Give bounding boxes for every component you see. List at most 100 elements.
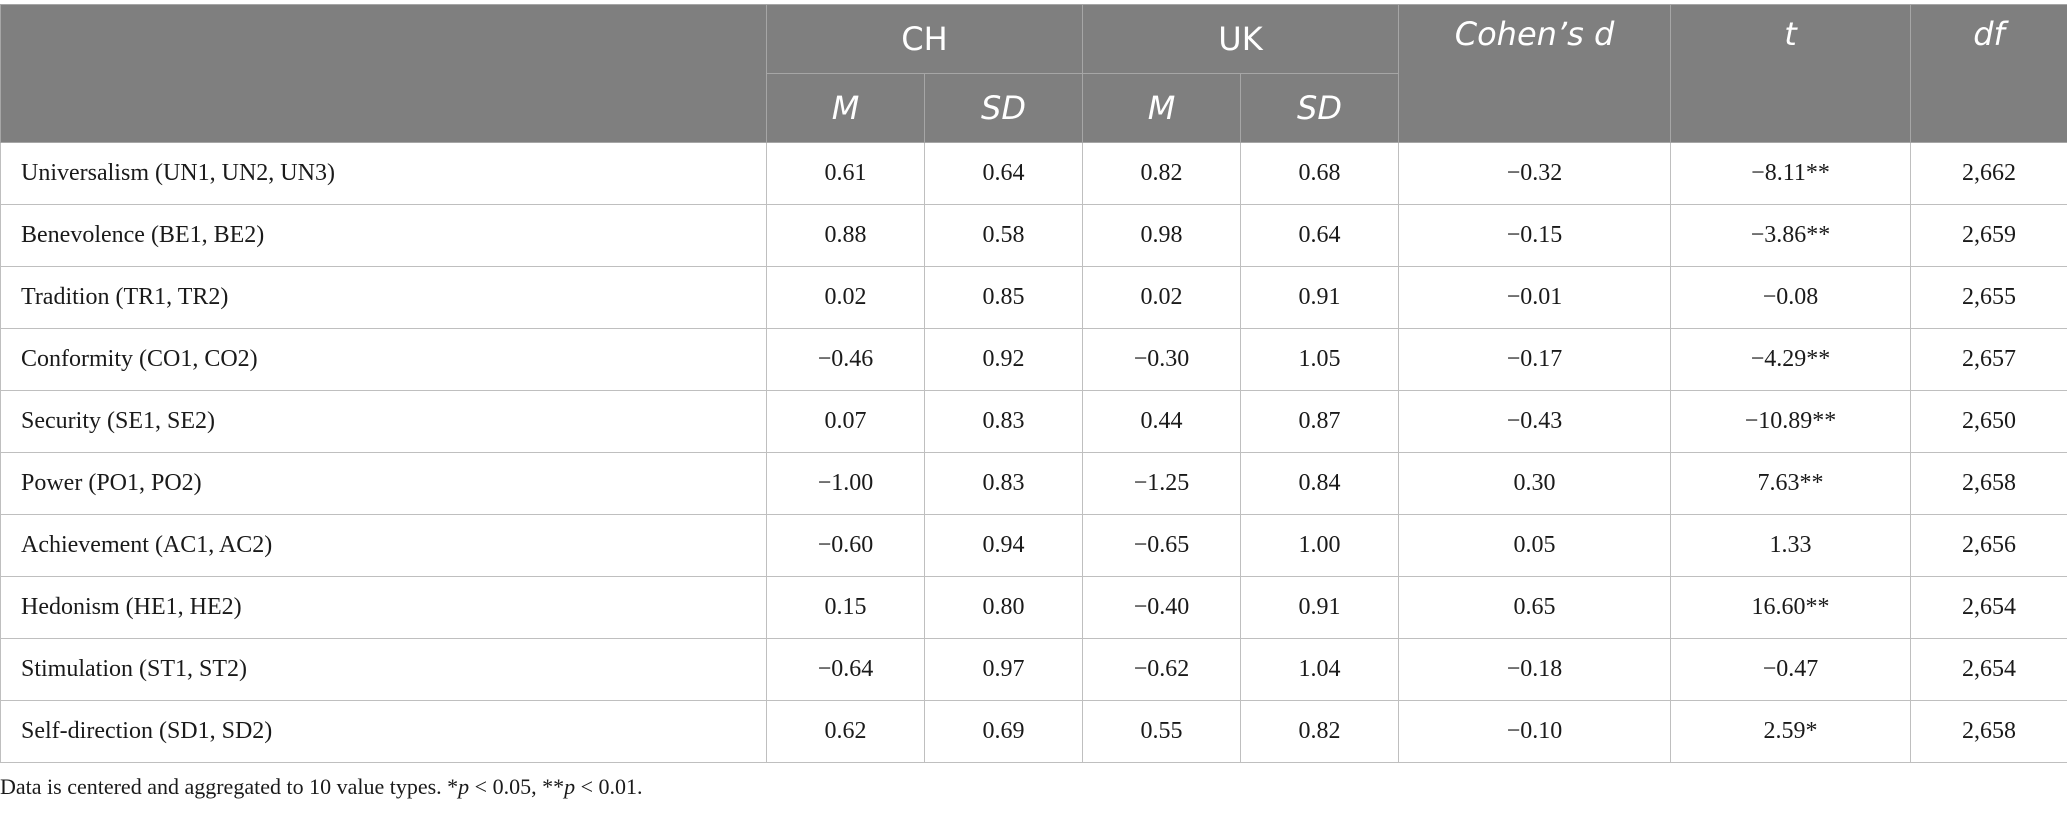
cell-cohens-d: −0.18 <box>1398 638 1671 701</box>
table-row: Universalism (UN1, UN2, UN3) 0.61 0.64 0.82… <box>0 142 2067 205</box>
header-uk-sd: SD <box>1240 73 1399 143</box>
header-ch-m: M <box>766 73 925 143</box>
cell-ch-sd: 0.80 <box>924 576 1083 639</box>
row-label: Hedonism (HE1, HE2) <box>0 576 767 639</box>
cell-ch-sd: 0.92 <box>924 328 1083 391</box>
table-row: Self-direction (SD1, SD2) 0.62 0.69 0.55 0.8… <box>0 700 2067 763</box>
table-row: Benevolence (BE1, BE2) 0.88 0.58 0.98 0.64 −0… <box>0 204 2067 267</box>
cell-ch-sd: 0.69 <box>924 700 1083 763</box>
cell-df: 2,662 <box>1910 142 2067 205</box>
results-table-container: CH UK Cohen’s d t df M SD M SD Universal… <box>0 4 2067 763</box>
table-row: Conformity (CO1, CO2) −0.46 0.92 −0.30 1.05−… <box>0 328 2067 391</box>
cell-cohens-d: 0.30 <box>1398 452 1671 515</box>
cell-t: −10.89** <box>1670 390 1911 453</box>
cell-df: 2,659 <box>1910 204 2067 267</box>
row-label: Stimulation (ST1, ST2) <box>0 638 767 701</box>
cell-df: 2,654 <box>1910 638 2067 701</box>
footnote-text-1: Data is centered and aggregated to 10 va… <box>0 774 459 799</box>
header-uk-m: M <box>1082 73 1241 143</box>
cell-ch-sd: 0.83 <box>924 452 1083 515</box>
cell-cohens-d: −0.15 <box>1398 204 1671 267</box>
cell-ch-m: −0.46 <box>766 328 925 391</box>
cell-t: 1.33 <box>1670 514 1911 577</box>
header-row-1: CH UK Cohen’s d t df <box>0 4 2067 143</box>
cell-df: 2,657 <box>1910 328 2067 391</box>
header-empty-cell <box>0 4 767 143</box>
row-label: Universalism (UN1, UN2, UN3) <box>0 142 767 205</box>
cell-t: −0.47 <box>1670 638 1911 701</box>
cell-uk-sd: 0.91 <box>1240 266 1399 329</box>
header-row-2: M SD M SD <box>1 73 2067 143</box>
cell-uk-sd: 1.00 <box>1240 514 1399 577</box>
cell-cohens-d: −0.43 <box>1398 390 1671 453</box>
header-df: df <box>1910 4 2067 143</box>
table-row: Hedonism (HE1, HE2) 0.15 0.80 −0.40 0.91 0.65… <box>0 576 2067 639</box>
cell-df: 2,656 <box>1910 514 2067 577</box>
cell-ch-sd: 0.94 <box>924 514 1083 577</box>
cell-uk-m: −0.40 <box>1082 576 1241 639</box>
header-group-ch: CH <box>766 4 1083 74</box>
table-row: Security (SE1, SE2) 0.07 0.83 0.44 0.87 −0.43… <box>0 390 2067 453</box>
row-label: Power (PO1, PO2) <box>0 452 767 515</box>
cell-uk-sd: 0.68 <box>1240 142 1399 205</box>
table-body: Universalism (UN1, UN2, UN3) 0.61 0.64 0.82… <box>0 142 2067 763</box>
footnote-p-2: p <box>564 774 576 799</box>
cell-t: 7.63** <box>1670 452 1911 515</box>
table-row: Power (PO1, PO2) −1.00 0.83 −1.25 0.84 0.30 7.… <box>0 452 2067 515</box>
table-row: Stimulation (ST1, ST2) −0.64 0.97 −0.62 1.04… <box>0 638 2067 701</box>
cell-t: −0.08 <box>1670 266 1911 329</box>
header-ch-sd: SD <box>924 73 1083 143</box>
cell-uk-m: 0.82 <box>1082 142 1241 205</box>
cell-t: −8.11** <box>1670 142 1911 205</box>
row-label: Tradition (TR1, TR2) <box>0 266 767 329</box>
cell-df: 2,650 <box>1910 390 2067 453</box>
footnote-text-2: < 0.05, ** <box>469 774 565 799</box>
cell-ch-m: 0.07 <box>766 390 925 453</box>
table-row: Achievement (AC1, AC2) −0.60 0.94 −0.65 1.00… <box>0 514 2067 577</box>
cell-uk-m: −0.65 <box>1082 514 1241 577</box>
table-row: Tradition (TR1, TR2) 0.02 0.85 0.02 0.91 −0.0… <box>0 266 2067 329</box>
cell-uk-sd: 0.91 <box>1240 576 1399 639</box>
row-label: Conformity (CO1, CO2) <box>0 328 767 391</box>
cell-ch-sd: 0.58 <box>924 204 1083 267</box>
cell-ch-m: 0.61 <box>766 142 925 205</box>
cell-ch-m: 0.88 <box>766 204 925 267</box>
header-group-uk: UK <box>1082 4 1399 74</box>
cell-t: 2.59* <box>1670 700 1911 763</box>
cell-ch-m: 0.02 <box>766 266 925 329</box>
cell-uk-m: 0.98 <box>1082 204 1241 267</box>
cell-uk-sd: 0.84 <box>1240 452 1399 515</box>
header-cohens-d: Cohen’s d <box>1398 4 1671 143</box>
cell-uk-sd: 1.05 <box>1240 328 1399 391</box>
cell-uk-m: 0.02 <box>1082 266 1241 329</box>
header-t: t <box>1670 4 1911 143</box>
table-footnote: Data is centered and aggregated to 10 va… <box>0 774 643 800</box>
row-label: Security (SE1, SE2) <box>0 390 767 453</box>
row-label: Achievement (AC1, AC2) <box>0 514 767 577</box>
cell-df: 2,658 <box>1910 700 2067 763</box>
cell-uk-m: 0.55 <box>1082 700 1241 763</box>
cell-ch-sd: 0.85 <box>924 266 1083 329</box>
cell-ch-sd: 0.83 <box>924 390 1083 453</box>
cell-cohens-d: −0.32 <box>1398 142 1671 205</box>
table-header: CH UK Cohen’s d t df M SD M SD <box>0 4 2067 143</box>
cell-ch-m: 0.15 <box>766 576 925 639</box>
cell-df: 2,655 <box>1910 266 2067 329</box>
cell-uk-m: −0.30 <box>1082 328 1241 391</box>
cell-ch-m: 0.62 <box>766 700 925 763</box>
cell-cohens-d: −0.17 <box>1398 328 1671 391</box>
row-label: Benevolence (BE1, BE2) <box>0 204 767 267</box>
cell-ch-m: −0.64 <box>766 638 925 701</box>
cell-ch-sd: 0.97 <box>924 638 1083 701</box>
results-table: CH UK Cohen’s d t df M SD M SD Universal… <box>0 4 2067 763</box>
cell-ch-m: −0.60 <box>766 514 925 577</box>
cell-cohens-d: 0.65 <box>1398 576 1671 639</box>
cell-df: 2,654 <box>1910 576 2067 639</box>
cell-t: 16.60** <box>1670 576 1911 639</box>
cell-df: 2,658 <box>1910 452 2067 515</box>
cell-cohens-d: −0.10 <box>1398 700 1671 763</box>
cell-uk-sd: 0.87 <box>1240 390 1399 453</box>
cell-ch-sd: 0.64 <box>924 142 1083 205</box>
cell-t: −4.29** <box>1670 328 1911 391</box>
row-label: Self-direction (SD1, SD2) <box>0 700 767 763</box>
